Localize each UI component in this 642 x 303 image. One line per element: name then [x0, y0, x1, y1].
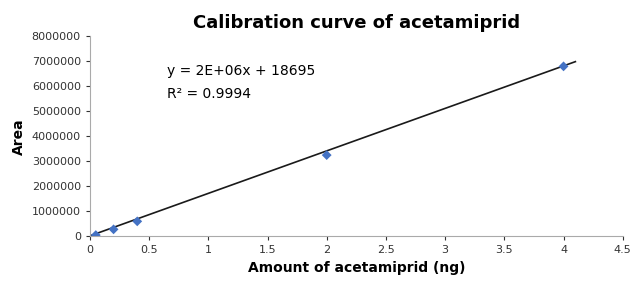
Y-axis label: Area: Area: [12, 118, 26, 155]
Point: [132, 219, 143, 224]
Point: [108, 227, 119, 232]
Text: y = 2E+06x + 18695: y = 2E+06x + 18695: [167, 64, 315, 78]
Point: [559, 64, 569, 69]
Point: [322, 153, 332, 158]
X-axis label: Amount of acetamiprid (ng): Amount of acetamiprid (ng): [248, 261, 465, 275]
Title: Calibration curve of acetamiprid: Calibration curve of acetamiprid: [193, 14, 520, 32]
Text: R² = 0.9994: R² = 0.9994: [167, 87, 251, 101]
Point: [91, 233, 101, 238]
